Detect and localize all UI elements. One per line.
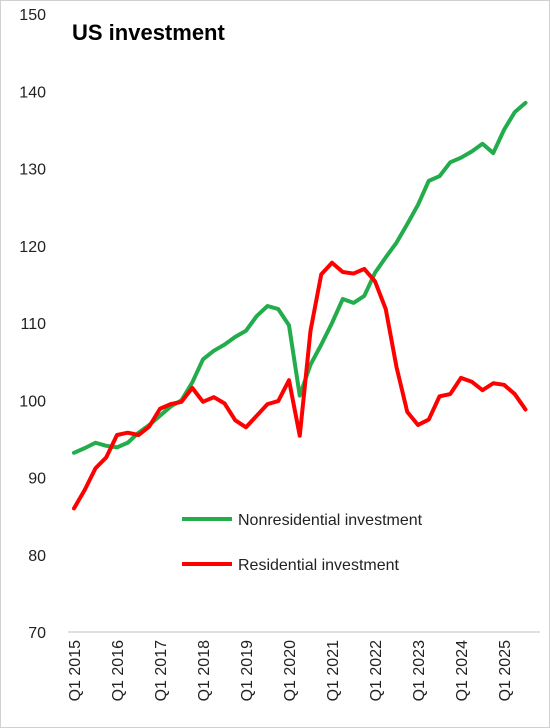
y-tick-label: 110 [20,316,46,333]
x-tick-label: Q1 2019 [239,640,256,701]
y-tick-label: 70 [28,625,46,642]
y-tick-label: 90 [28,471,46,488]
y-tick-label: 80 [28,548,46,565]
y-tick-label: 100 [19,393,46,410]
x-tick-label: Q1 2015 [67,640,84,701]
y-tick-label: 140 [19,84,46,101]
x-tick-label: Q1 2024 [454,640,471,701]
legend-label: Residential investment [238,557,400,574]
x-tick-label: Q1 2021 [325,640,342,701]
y-tick-label: 130 [19,162,46,179]
x-tick-label: Q1 2025 [497,640,514,701]
y-tick-label: 150 [19,7,46,24]
x-tick-label: Q1 2023 [411,640,428,701]
legend-label: Nonresidential investment [238,512,423,529]
y-tick-label: 120 [19,239,46,256]
series-line [72,260,528,511]
x-tick-label: Q1 2022 [368,640,385,701]
x-tick-label: Q1 2016 [110,640,127,701]
x-tick-label: Q1 2020 [282,640,299,701]
x-tick-label: Q1 2017 [153,640,170,701]
chart-title: US investment [72,20,225,45]
x-tick-label: Q1 2018 [196,640,213,701]
